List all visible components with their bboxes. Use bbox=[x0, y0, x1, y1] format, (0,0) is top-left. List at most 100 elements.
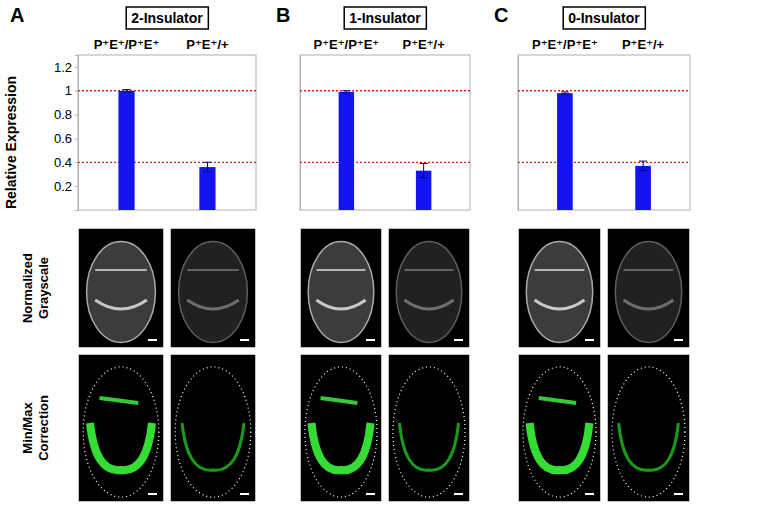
title-box bbox=[563, 7, 645, 29]
disc-outline bbox=[83, 367, 159, 497]
grayscale-image bbox=[300, 228, 382, 348]
bar bbox=[557, 93, 573, 210]
error-bar-stem bbox=[207, 162, 208, 172]
green-signal bbox=[530, 423, 590, 470]
green-signal bbox=[399, 423, 458, 470]
disc-outline bbox=[175, 367, 251, 497]
scale-bar bbox=[240, 339, 249, 341]
tick-label: 1 bbox=[65, 83, 72, 98]
axis-line bbox=[518, 56, 519, 211]
title-box bbox=[344, 7, 426, 29]
title: 2-Insulator bbox=[131, 10, 203, 26]
tick: 1.2 bbox=[54, 60, 78, 75]
scale-bar bbox=[674, 339, 683, 341]
reference-line bbox=[518, 162, 690, 163]
figure: A2-Insulator0.20.40.60.811.2Relative Exp… bbox=[0, 0, 764, 516]
error-bar-cap bbox=[123, 89, 131, 90]
panel-label: C bbox=[494, 4, 508, 26]
tick-mark bbox=[75, 186, 78, 187]
reference-line bbox=[300, 90, 470, 91]
scale-bar bbox=[148, 339, 157, 341]
disc-outline bbox=[305, 367, 377, 497]
error-bar-cap bbox=[203, 171, 211, 172]
wing-disc-band bbox=[404, 300, 453, 309]
grayscale-image bbox=[388, 228, 470, 348]
tick-mark bbox=[75, 115, 78, 116]
tick: 1 bbox=[65, 83, 78, 98]
error-bar-cap bbox=[561, 94, 569, 95]
tick-label: 0.4 bbox=[54, 155, 72, 170]
green-signal bbox=[182, 423, 244, 470]
title: 1-Insulator bbox=[349, 10, 421, 26]
grayscale-image bbox=[78, 228, 164, 348]
green-signal bbox=[311, 423, 370, 470]
plot-marks bbox=[78, 90, 256, 210]
error-bar bbox=[639, 161, 647, 171]
tick-label: 0.8 bbox=[54, 107, 72, 122]
corrected-image bbox=[170, 354, 256, 502]
panel: A2-Insulator0.20.40.60.811.2Relative Exp… bbox=[3, 4, 256, 502]
tick: 0.4 bbox=[54, 155, 78, 170]
tick-label: 0.2 bbox=[54, 179, 72, 194]
row-label-line: Correction bbox=[36, 395, 51, 461]
disc-outline bbox=[612, 367, 685, 497]
wing-disc-band bbox=[187, 300, 239, 309]
error-bar-cap bbox=[420, 177, 428, 178]
title-box bbox=[126, 7, 208, 29]
plot-marks bbox=[300, 91, 470, 210]
tick-mark bbox=[75, 138, 78, 139]
grayscale-image bbox=[607, 228, 690, 348]
error-bar-cap bbox=[561, 91, 569, 92]
y-axis bbox=[300, 56, 301, 211]
tick: 0.2 bbox=[54, 179, 78, 194]
bar bbox=[118, 91, 134, 210]
tick-label: 0.6 bbox=[54, 131, 72, 146]
scale-bar bbox=[585, 493, 594, 495]
bar bbox=[199, 167, 215, 210]
panel: B1-InsulatorP⁺E⁺/P⁺E⁺P⁺E⁺/+ bbox=[276, 4, 470, 502]
category-label: P⁺E⁺/P⁺E⁺ bbox=[94, 37, 160, 52]
row-label-line: Min/Max bbox=[20, 402, 35, 454]
grayscale-image bbox=[518, 228, 601, 348]
wing-disc bbox=[396, 242, 462, 343]
scale-bar bbox=[674, 493, 683, 495]
wing-disc-band bbox=[404, 269, 453, 271]
wing-disc-band bbox=[316, 269, 365, 271]
wing-disc bbox=[179, 242, 248, 343]
reference-line bbox=[78, 162, 256, 163]
scale-bar bbox=[366, 339, 375, 341]
row-label-line: Grayscale bbox=[36, 257, 51, 319]
error-bar-stem bbox=[423, 164, 424, 178]
wing-disc bbox=[87, 242, 156, 343]
error-bar bbox=[203, 162, 211, 172]
error-bar bbox=[123, 90, 131, 92]
plot-marks bbox=[518, 91, 690, 210]
grayscale-image bbox=[170, 228, 256, 348]
bar bbox=[635, 166, 651, 210]
row-label: NormalizedGrayscale bbox=[20, 253, 51, 323]
scale-bar bbox=[366, 493, 375, 495]
category-label: P⁺E⁺/+ bbox=[186, 37, 229, 52]
scale-bar bbox=[454, 493, 463, 495]
green-signal bbox=[321, 398, 358, 403]
wing-disc-band bbox=[535, 269, 585, 271]
error-bar-cap bbox=[420, 163, 428, 164]
wing-disc-band bbox=[187, 269, 239, 271]
wing-disc-band bbox=[535, 300, 585, 309]
corrected-image bbox=[300, 354, 382, 502]
wing-disc-band bbox=[95, 300, 147, 309]
corrected-image bbox=[607, 354, 690, 502]
scale-bar bbox=[454, 339, 463, 341]
y-axis: 0.2 0.4 0.6 0.8 1 1.2 bbox=[54, 56, 79, 211]
green-signal bbox=[539, 398, 576, 403]
tick-mark bbox=[75, 91, 78, 92]
scale-bar bbox=[148, 493, 157, 495]
error-bar bbox=[420, 164, 428, 178]
bar bbox=[339, 92, 354, 210]
plot-frame bbox=[78, 55, 256, 210]
scale-bar bbox=[240, 493, 249, 495]
axis-line bbox=[75, 56, 79, 211]
panel: C0-InsulatorP⁺E⁺/P⁺E⁺P⁺E⁺/+ bbox=[494, 4, 690, 502]
panel-label: A bbox=[10, 4, 24, 26]
error-bar-stem bbox=[643, 161, 644, 171]
